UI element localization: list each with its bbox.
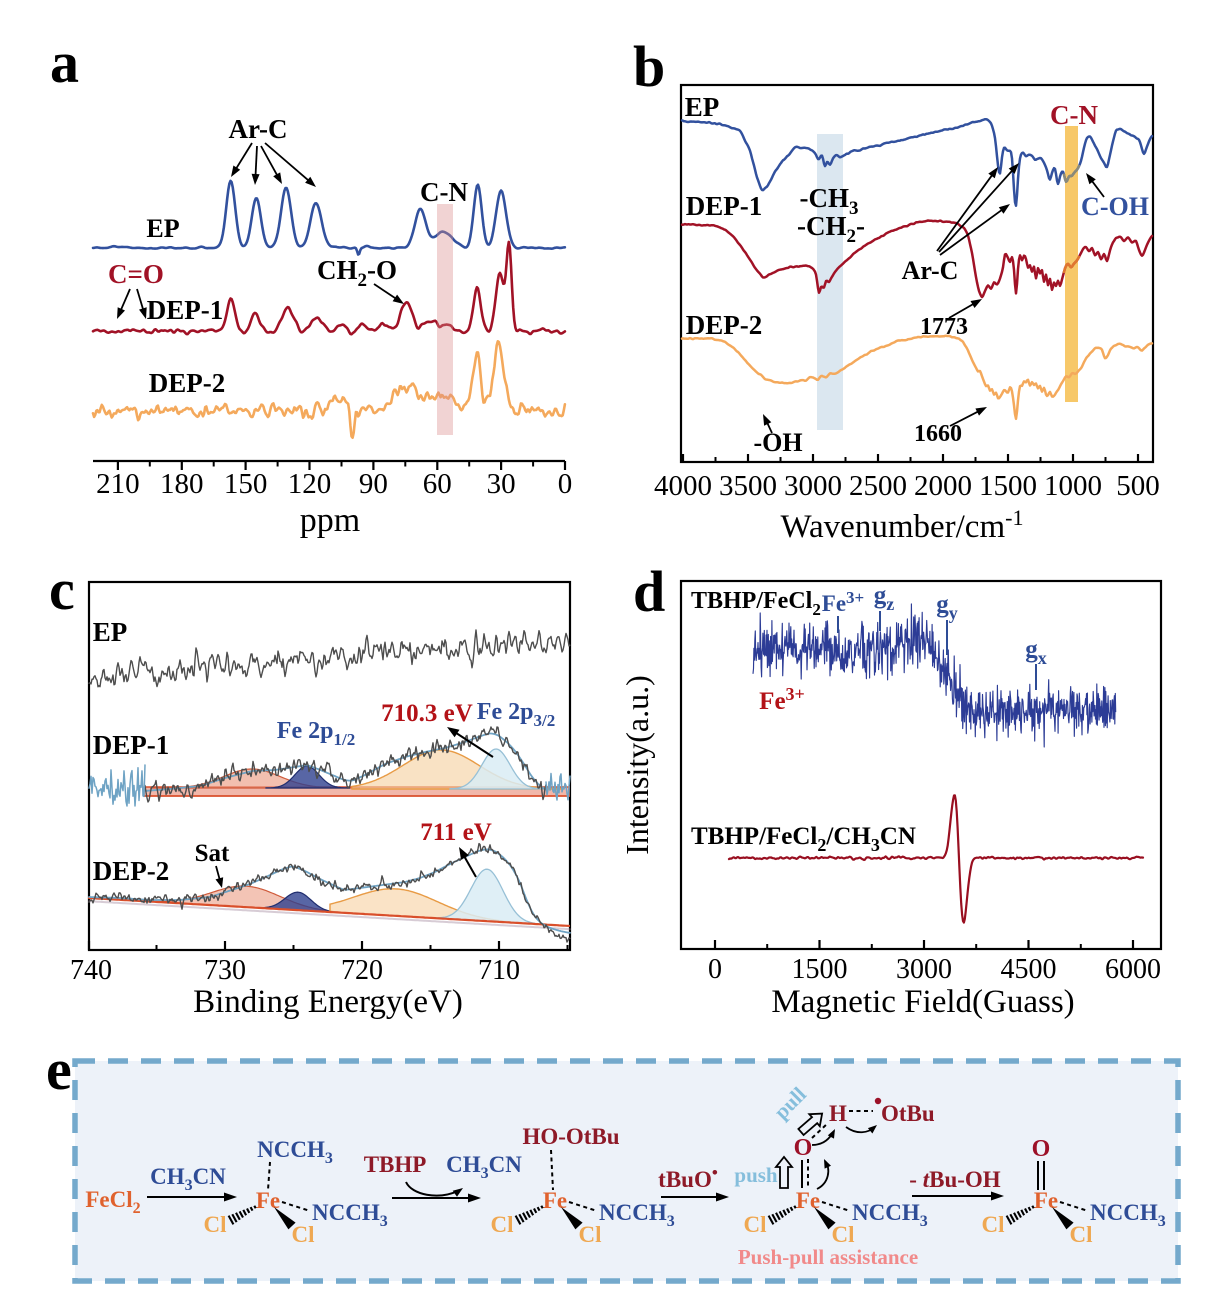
svg-text:710: 710 (478, 955, 520, 986)
svg-text:60: 60 (423, 468, 452, 500)
svg-text:Cl: Cl (1070, 1222, 1093, 1247)
svg-text:O: O (1032, 1136, 1051, 1162)
svg-text:1500: 1500 (792, 954, 848, 985)
svg-text:120: 120 (288, 468, 332, 500)
svg-text:C-N: C-N (1050, 100, 1098, 130)
svg-text:DEP-2: DEP-2 (149, 368, 226, 398)
svg-text:EP: EP (93, 617, 128, 647)
svg-text:TBHP: TBHP (364, 1152, 427, 1177)
svg-text:gz: gz (874, 582, 895, 614)
svg-text:b: b (633, 34, 665, 99)
svg-text:c: c (49, 557, 75, 622)
svg-text:90: 90 (359, 468, 388, 500)
svg-text:DEP-1: DEP-1 (93, 730, 170, 760)
svg-text:710.3 eV: 710.3 eV (381, 700, 473, 727)
svg-text:1773: 1773 (920, 314, 968, 340)
svg-text:e: e (46, 1037, 72, 1102)
svg-text:DEP-1: DEP-1 (686, 191, 763, 221)
svg-text:740: 740 (70, 955, 112, 986)
svg-text:tBuO•: tBuO• (658, 1163, 718, 1192)
svg-text:Cl: Cl (832, 1222, 855, 1247)
svg-text:DEP-2: DEP-2 (93, 856, 170, 886)
svg-text:150: 150 (224, 468, 268, 500)
svg-text:ppm: ppm (300, 502, 360, 539)
svg-text:DEP-2: DEP-2 (686, 310, 763, 340)
svg-text:gx: gx (1025, 636, 1047, 668)
svg-text:720: 720 (341, 955, 383, 986)
svg-text:Ar-C: Ar-C (229, 114, 288, 144)
svg-text:1660: 1660 (914, 421, 962, 447)
svg-text:C-OH: C-OH (1081, 192, 1149, 221)
svg-text:711 eV: 711 eV (420, 819, 492, 846)
svg-text:Cl: Cl (744, 1212, 767, 1237)
svg-text:Intensity(a.u.): Intensity(a.u.) (619, 675, 655, 855)
svg-text:Cl: Cl (579, 1222, 602, 1247)
svg-text:3000: 3000 (896, 954, 952, 985)
svg-text:Fe3+: Fe3+ (822, 588, 864, 616)
svg-text:Magnetic Field(Guass): Magnetic Field(Guass) (771, 984, 1074, 1020)
svg-text:H: H (829, 1101, 847, 1126)
svg-text:Push-pull assistance: Push-pull assistance (738, 1245, 918, 1269)
svg-text:730: 730 (204, 955, 246, 986)
svg-text:Ar-C: Ar-C (902, 256, 959, 285)
svg-text:2500: 2500 (849, 470, 907, 502)
svg-text:30: 30 (487, 468, 516, 500)
svg-text:180: 180 (160, 468, 204, 500)
svg-text:OtBu: OtBu (881, 1101, 935, 1126)
svg-text:Cl: Cl (982, 1212, 1005, 1237)
svg-text:0: 0 (558, 468, 573, 500)
svg-text:C=O: C=O (108, 259, 164, 289)
svg-text:-OH: -OH (753, 428, 802, 457)
svg-text:210: 210 (96, 468, 140, 500)
svg-text:Cl: Cl (292, 1222, 315, 1247)
svg-text:C-N: C-N (420, 177, 468, 207)
svg-text:4500: 4500 (1001, 954, 1057, 985)
svg-text:push: push (734, 1163, 778, 1187)
svg-text:EP: EP (685, 92, 720, 122)
svg-text:DEP-1: DEP-1 (147, 295, 224, 325)
svg-text:Fe3+: Fe3+ (759, 684, 805, 715)
svg-text:Wavenumber/cm-1: Wavenumber/cm-1 (781, 505, 1024, 545)
svg-text:CH2-O: CH2-O (317, 255, 397, 291)
svg-text:2000: 2000 (914, 470, 972, 502)
svg-text:TBHP/FeCl2: TBHP/FeCl2 (691, 588, 821, 619)
svg-text:3000: 3000 (784, 470, 842, 502)
svg-text:Fe 2p1/2: Fe 2p1/2 (277, 718, 355, 749)
svg-text:Fe 2p3/2: Fe 2p3/2 (477, 699, 555, 730)
svg-text:0: 0 (708, 954, 722, 985)
svg-text:Binding Energy(eV): Binding Energy(eV) (193, 984, 463, 1020)
svg-text:Cl: Cl (204, 1212, 227, 1237)
svg-text:O: O (794, 1135, 813, 1161)
svg-text:- tBu-OH: - tBu-OH (909, 1167, 1000, 1192)
svg-text:d: d (633, 559, 665, 624)
svg-text:4000: 4000 (654, 470, 712, 502)
svg-text:1000: 1000 (1044, 470, 1102, 502)
svg-text:HO-OtBu: HO-OtBu (522, 1124, 619, 1149)
svg-text:1500: 1500 (979, 470, 1037, 502)
svg-text:Sat: Sat (195, 840, 230, 867)
svg-text:6000: 6000 (1105, 954, 1161, 985)
svg-text:Cl: Cl (491, 1212, 514, 1237)
svg-text:TBHP/FeCl2/CH3CN: TBHP/FeCl2/CH3CN (691, 823, 916, 855)
svg-text:gy: gy (936, 591, 958, 623)
svg-text:EP: EP (146, 214, 179, 243)
svg-text:500: 500 (1116, 470, 1160, 502)
svg-text:a: a (50, 30, 79, 95)
svg-text:3500: 3500 (719, 470, 777, 502)
